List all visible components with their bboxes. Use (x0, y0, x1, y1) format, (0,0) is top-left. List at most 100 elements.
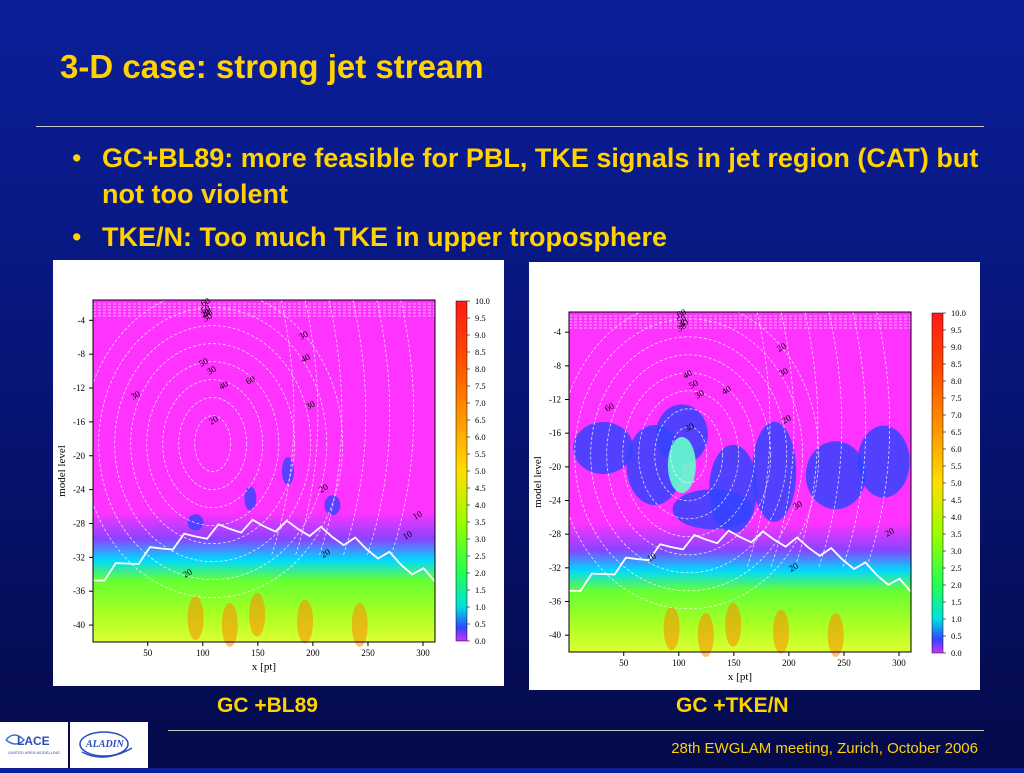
slide-title: 3-D case: strong jet stream (60, 48, 484, 85)
colorbar-label: 1.5 (475, 585, 486, 595)
colorbar-label: 8.5 (951, 359, 962, 369)
y-tick-label: -20 (549, 462, 561, 472)
y-tick-label: -24 (73, 485, 85, 495)
contour-line (390, 299, 415, 557)
y-tick-label: -28 (549, 529, 561, 539)
colorbar-label: 2.0 (475, 568, 486, 578)
y-tick-label: -4 (78, 315, 86, 325)
tke-patch (857, 425, 910, 498)
contour-line (654, 408, 724, 502)
y-tick-label: -32 (73, 552, 85, 562)
contour-line (178, 397, 248, 491)
x-axis-label: x [pt] (252, 661, 276, 673)
x-tick-label: 200 (306, 648, 320, 658)
bullet-list: • GC+BL89: more feasible for PBL, TKE si… (72, 140, 992, 262)
tke-patch (655, 404, 708, 465)
x-tick-label: 50 (619, 658, 629, 668)
colorbar-label: 3.5 (475, 517, 486, 527)
lace-logo: LACE LIMITED AREA MODELLING (0, 722, 68, 768)
tke-patch (573, 422, 634, 474)
colorbar-label: 1.5 (951, 597, 962, 607)
y-axis-label: model level (56, 445, 68, 497)
colorbar-label: 4.0 (475, 500, 486, 510)
colorbar-label: 7.0 (951, 410, 962, 420)
tke-field (93, 300, 435, 642)
contour-line (622, 372, 756, 538)
colorbar-label: 8.0 (475, 364, 486, 374)
tke-max-blob (697, 613, 714, 657)
colorbar-label: 4.5 (475, 483, 486, 493)
tke-max-blob (725, 602, 742, 647)
colorbar (931, 312, 944, 654)
aladin-logo: ALADIN (70, 722, 148, 768)
colorbar-label: 3.0 (951, 546, 962, 556)
colorbar-label: 4.0 (951, 512, 962, 522)
contour-line (342, 299, 367, 557)
x-tick-label: 100 (196, 648, 210, 658)
y-tick-label: -40 (549, 630, 561, 640)
isotach-contours (82, 289, 435, 599)
y-tick-label: -8 (78, 349, 86, 359)
contour-line (82, 289, 344, 599)
contour-line (670, 426, 708, 484)
y-tick-label: -32 (549, 563, 561, 573)
tke-patch (187, 514, 204, 531)
x-tick-label: 200 (782, 658, 796, 668)
colorbar-label: 7.5 (475, 381, 486, 391)
y-tick-label: -36 (73, 586, 85, 596)
lace-logo-subtitle: LIMITED AREA MODELLING (8, 750, 60, 755)
contour-line (770, 311, 795, 568)
contour-line (794, 311, 819, 568)
x-tick-label: 250 (837, 658, 851, 668)
contour-line (194, 415, 232, 473)
colorbar-label: 3.5 (951, 529, 962, 539)
colorbar-label: 9.0 (951, 342, 962, 352)
lace-logo-text: LACE (17, 734, 50, 748)
isotach-contours (558, 300, 911, 610)
colorbar-label: 0.0 (951, 648, 962, 658)
colorbar-label: 10.0 (951, 308, 966, 318)
tke-patch (672, 489, 753, 530)
contour-line (318, 299, 343, 557)
contour-line (590, 336, 788, 574)
tke-plot-panel-left: 60 50 40 30 20 30 40 50 30 40 60 30 20 30 20 10 10 20 20 -4… (53, 260, 504, 686)
tke-patch (281, 457, 294, 485)
colorbar-label: 1.0 (951, 614, 962, 624)
contour-line (606, 354, 772, 556)
tke-plot-panel-right: 60 50 40 30 20 30 40 50 30 40 60 30 20 30 20 10 20 -4 -8 -1… (529, 262, 980, 690)
footer-text: 28th EWGLAM meeting, Zurich, October 200… (671, 740, 978, 757)
y-tick-label: -12 (73, 383, 85, 393)
bullet-text: GC+BL89: more feasible for PBL, TKE sign… (102, 143, 979, 209)
y-tick-label: -16 (73, 417, 85, 427)
colorbar-label: 3.0 (475, 534, 486, 544)
x-axis-label: x [pt] (728, 671, 752, 683)
contour-line (558, 300, 820, 610)
colorbar-label: 8.0 (951, 376, 962, 386)
contour-line (270, 299, 295, 557)
contour-line (638, 390, 740, 520)
x-tick-label: 100 (672, 658, 686, 668)
tke-max-blob (773, 609, 790, 654)
colorbar-label: 6.5 (475, 415, 486, 425)
y-tick-label: -20 (73, 451, 85, 461)
contour-line (746, 311, 771, 568)
contour-line (162, 379, 264, 509)
title-divider (36, 126, 984, 127)
colorbar-label: 10.0 (475, 296, 490, 306)
colorbar-label: 2.5 (475, 551, 486, 561)
bullet-marker: • (72, 143, 82, 173)
pbl-height-line (568, 529, 912, 593)
tke-max-blob (221, 602, 238, 647)
y-tick-label: -24 (549, 496, 561, 506)
y-tick-label: -16 (549, 428, 561, 438)
contour-line (842, 311, 867, 568)
contour-line (98, 307, 328, 581)
tke-patch (752, 421, 797, 522)
colorbar-label: 1.0 (475, 602, 486, 612)
colorbar-label: 6.5 (951, 427, 962, 437)
footer-divider (168, 730, 984, 731)
y-axis-label: model level (532, 456, 544, 508)
bullet-marker: • (72, 222, 82, 252)
